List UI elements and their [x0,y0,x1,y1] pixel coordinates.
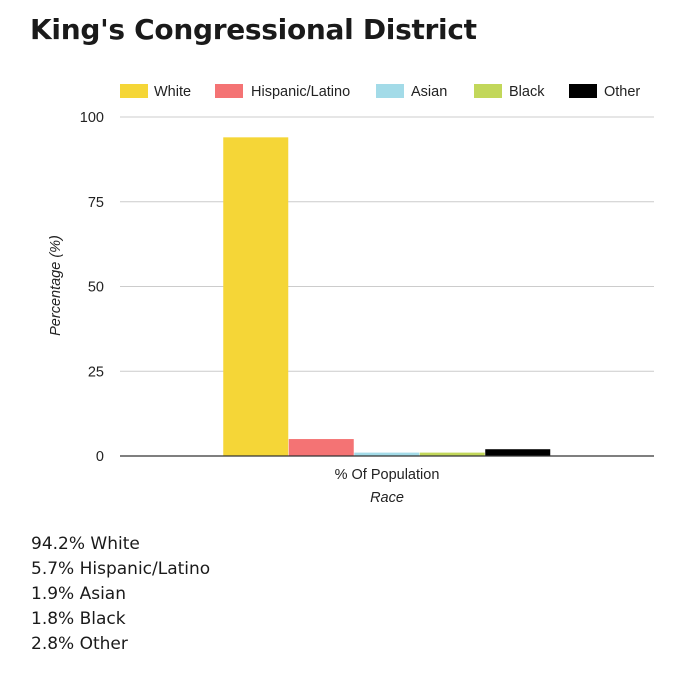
gridlines [120,116,654,372]
summary-line-other: 2.8% Other [31,634,128,654]
x-axis-title: Race [370,490,404,506]
legend-label-asian: Asian [411,84,447,100]
legend-swatch-white [120,84,148,98]
x-category-label: % Of Population [335,467,440,483]
legend-swatch-asian [376,84,404,98]
summary-line-asian: 1.9% Asian [31,584,126,604]
y-tick-label: 75 [88,195,104,211]
legend-swatch-hispanic-latino [215,84,243,98]
bars [223,137,551,456]
bar-asian [354,452,420,456]
chart-title: King's Congressional District [30,13,477,46]
bar-other [485,449,551,456]
summary-line-white: 94.2% White [31,534,140,554]
legend-swatch-black [474,84,502,98]
summary-line-black: 1.8% Black [31,609,126,629]
bar-chart: White Hispanic/Latino Asian Black Other 0 25 5… [48,84,654,506]
y-tick-label: 100 [80,110,104,126]
demographic-summary: 94.2% White 5.7% Hispanic/Latino 1.9% As… [31,532,210,657]
summary-line-hispanic: 5.7% Hispanic/Latino [31,559,211,579]
legend-label-white: White [154,84,191,100]
legend-label-other: Other [604,84,640,100]
y-tick-label: 50 [88,280,104,296]
y-tick-label: 0 [96,449,104,465]
legend-swatch-other [569,84,597,98]
legend-label-black: Black [509,84,545,100]
y-tick-label: 25 [88,364,104,380]
y-axis-ticks: 0 25 50 75 100 [80,110,104,465]
bar-hispanic-latino [288,439,354,456]
legend: White Hispanic/Latino Asian Black Other [120,84,640,100]
bar-white [223,137,289,456]
bar-black [419,452,485,456]
y-axis-title: Percentage (%) [48,235,64,336]
legend-label-hispanic-latino: Hispanic/Latino [251,84,350,100]
